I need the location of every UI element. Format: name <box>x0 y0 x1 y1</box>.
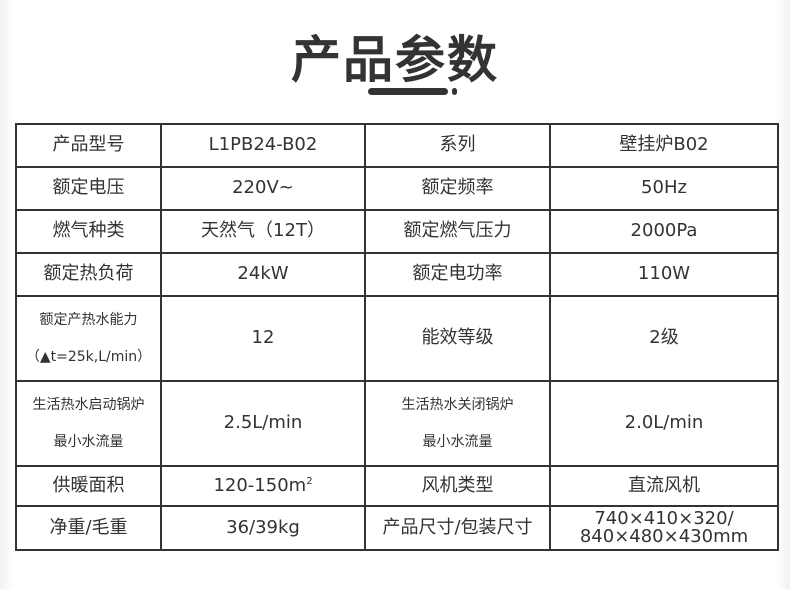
spec-table: 产品型号 L1PB24-B02 系列 壁挂炉B02 额定电压 220V~ 额定频… <box>15 123 779 551</box>
label-cell: 额定电压 <box>15 166 162 211</box>
value-cell: 2.5L/min <box>160 380 366 467</box>
label-line: 最小水流量 <box>422 433 493 450</box>
label-cell: 额定频率 <box>364 166 551 211</box>
label-line: 生活热水关闭锅炉 <box>401 397 514 414</box>
label-cell: 净重/毛重 <box>15 505 162 551</box>
label-line: 最小水流量 <box>53 433 124 450</box>
value-cell: 50Hz <box>549 166 779 211</box>
value-cell: 36/39kg <box>160 505 366 551</box>
page-title: 产品参数 <box>291 31 499 89</box>
value-cell: 2000Pa <box>549 209 779 254</box>
label-cell: 能效等级 <box>364 295 551 382</box>
value-cell: L1PB24-B02 <box>160 123 366 168</box>
label-cell: 额定热负荷 <box>15 252 162 297</box>
value-cell: 壁挂炉B02 <box>549 123 779 168</box>
title-underline-dot <box>452 88 457 95</box>
table-row: 净重/毛重 36/39kg 产品尺寸/包装尺寸 740×410×320/840×… <box>15 505 779 551</box>
value-line: 840×480×430mm <box>579 526 749 547</box>
label-line: （▲t=25k,L/min） <box>25 348 152 365</box>
label-cell: 风机类型 <box>364 465 551 507</box>
value-cell: 110W <box>549 252 779 297</box>
superscript: 2 <box>306 475 313 487</box>
value-cell: 2级 <box>549 295 779 382</box>
label-cell: 生活热水关闭锅炉 最小水流量 <box>364 380 551 467</box>
label-cell: 额定产热水能力 （▲t=25k,L/min） <box>15 295 162 382</box>
label-cell: 额定电功率 <box>364 252 551 297</box>
table-row: 额定热负荷 24kW 额定电功率 110W <box>15 252 779 297</box>
value-cell: 直流风机 <box>549 465 779 507</box>
label-cell: 供暖面积 <box>15 465 162 507</box>
table-row: 生活热水启动锅炉 最小水流量 2.5L/min 生活热水关闭锅炉 最小水流量 2.0… <box>15 380 779 467</box>
label-line: 生活热水启动锅炉 <box>32 397 145 414</box>
value-cell: 24kW <box>160 252 366 297</box>
value-cell: 740×410×320/840×480×430mm <box>549 505 779 551</box>
value-cell: 2.0L/min <box>549 380 779 467</box>
value-cell: 220V~ <box>160 166 366 211</box>
table-row: 额定产热水能力 （▲t=25k,L/min） 12 能效等级 2级 <box>15 295 779 382</box>
label-cell: 系列 <box>364 123 551 168</box>
value-cell: 120-150m2 <box>160 465 366 507</box>
title-underline <box>368 88 448 95</box>
table-row: 额定电压 220V~ 额定频率 50Hz <box>15 166 779 211</box>
table-row: 产品型号 L1PB24-B02 系列 壁挂炉B02 <box>15 123 779 168</box>
label-line: 额定产热水能力 <box>39 312 138 329</box>
table-row: 供暖面积 120-150m2 风机类型 直流风机 <box>15 465 779 507</box>
label-cell: 燃气种类 <box>15 209 162 254</box>
label-cell: 生活热水启动锅炉 最小水流量 <box>15 380 162 467</box>
label-cell: 额定燃气压力 <box>364 209 551 254</box>
table-row: 燃气种类 天然气（12T） 额定燃气压力 2000Pa <box>15 209 779 254</box>
value-cell: 12 <box>160 295 366 382</box>
value-cell: 天然气（12T） <box>160 209 366 254</box>
label-cell: 产品型号 <box>15 123 162 168</box>
value-text: 120-150m <box>213 474 307 496</box>
label-cell: 产品尺寸/包装尺寸 <box>364 505 551 551</box>
value-line: 740×410×320/ <box>594 508 734 529</box>
